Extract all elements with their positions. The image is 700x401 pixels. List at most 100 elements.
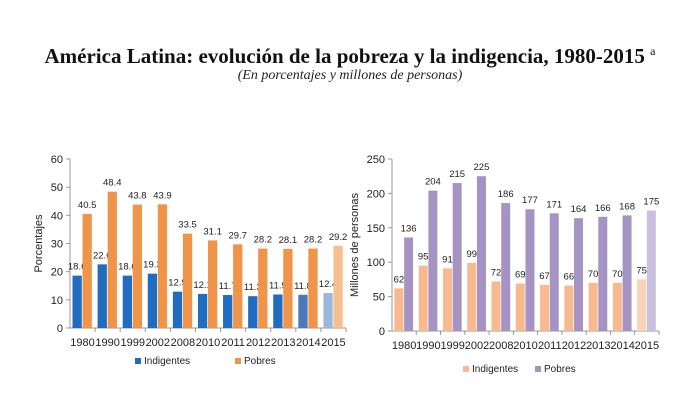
data-label: 43.8 [128, 191, 147, 202]
chart-subtitle: (En porcentajes y millones de personas) [237, 68, 463, 83]
y-tick-label: 10 [51, 295, 63, 307]
x-tick-label: 2015 [321, 337, 345, 349]
y-tick-label: 0 [57, 323, 63, 335]
data-label: 19.3 [143, 260, 162, 271]
bar-indigentes [323, 293, 333, 328]
legend-swatch [535, 366, 541, 372]
bar-pobres [404, 237, 414, 331]
data-label: 164 [571, 204, 587, 215]
data-label: 136 [401, 223, 417, 234]
data-label: 18.6 [68, 262, 87, 273]
bar-indigentes [273, 294, 283, 328]
x-tick-label: 2012 [246, 337, 270, 349]
bar-indigentes [491, 281, 501, 331]
bar-pobres [157, 204, 168, 328]
x-tick-label: 1980 [70, 337, 94, 349]
data-label: 175 [643, 197, 659, 208]
title-text: América Latina: evolución de la pobreza … [44, 44, 645, 68]
x-tick-label: 2013 [271, 337, 295, 349]
data-label: 11.7 [219, 281, 237, 292]
y-tick-label: 0 [379, 326, 385, 338]
title-note: a [650, 44, 656, 58]
data-label: 33.5 [178, 220, 197, 231]
bar-pobres [333, 245, 343, 328]
data-label: 67 [539, 271, 550, 282]
bar-pobres [428, 190, 438, 331]
y-tick-label: 200 [367, 188, 385, 200]
x-tick-label: 2010 [196, 337, 220, 349]
bar-indigentes [298, 294, 308, 328]
x-tick-label: 2013 [586, 340, 610, 352]
data-label: 62 [394, 274, 405, 285]
x-tick-label: 1999 [440, 340, 464, 352]
x-tick-label: 2008 [489, 340, 513, 352]
bar-pobres [132, 204, 143, 328]
x-tick-label: 2011 [221, 337, 245, 349]
y-tick-label: 100 [367, 257, 385, 269]
x-tick-label: 2015 [635, 340, 659, 352]
data-label: 186 [498, 189, 514, 200]
legend-label: Indigentes [472, 364, 518, 375]
data-label: 18.6 [118, 262, 137, 273]
bar-pobres [233, 244, 243, 328]
data-label: 69 [515, 270, 526, 281]
data-label: 11.9 [269, 280, 287, 291]
data-label: 29.2 [329, 232, 348, 243]
bar-pobres [283, 248, 293, 328]
chart-title: América Latina: evolución de la pobreza … [0, 44, 700, 69]
x-tick-label: 2011 [538, 340, 562, 352]
bar-pobres [549, 213, 559, 331]
legend-swatch [135, 358, 141, 364]
data-label: 75 [636, 265, 647, 276]
data-label: 43.9 [153, 190, 172, 201]
y-tick-label: 50 [373, 292, 385, 304]
data-label: 215 [449, 169, 465, 180]
data-label: 225 [474, 162, 490, 173]
data-label: 204 [425, 177, 441, 188]
bar-pobres [452, 183, 462, 331]
y-tick-label: 150 [367, 223, 385, 235]
x-tick-label: 2012 [562, 340, 586, 352]
y-tick-label: 20 [51, 267, 63, 279]
bar-indigentes [72, 275, 82, 328]
data-label: 28.1 [279, 235, 298, 246]
data-label: 28.2 [304, 235, 323, 246]
legend-swatch [463, 366, 469, 372]
bar-pobres [207, 240, 218, 328]
bar-pobres [598, 216, 608, 331]
data-label: 166 [595, 203, 611, 214]
x-tick-label: 1990 [416, 340, 440, 352]
x-tick-label: 1990 [95, 337, 119, 349]
bar-indigentes [248, 296, 258, 328]
bar-indigentes [122, 275, 132, 328]
x-tick-label: 2008 [171, 337, 195, 349]
x-tick-label: 2002 [465, 340, 489, 352]
data-label: 72 [491, 267, 502, 278]
y-axis-label: Porcentajes [33, 214, 45, 273]
bar-indigentes [588, 282, 598, 331]
bar-pobres [182, 233, 193, 328]
data-label: 12.1 [193, 280, 212, 291]
bar-indigentes [540, 284, 550, 331]
bar-indigentes [394, 288, 404, 331]
data-label: 11.8 [294, 281, 312, 292]
bar-indigentes [637, 279, 647, 331]
bar-pobres [501, 203, 511, 331]
bar-indigentes [467, 262, 477, 331]
y-tick-label: 250 [367, 154, 385, 166]
y-tick-label: 40 [51, 210, 63, 222]
y-tick-label: 30 [51, 239, 63, 251]
bar-indigentes [442, 268, 452, 331]
legend-swatch [235, 358, 241, 364]
legend-label: Pobres [244, 356, 276, 367]
bar-indigentes [612, 282, 622, 331]
data-label: 177 [522, 195, 538, 206]
data-label: 29.7 [228, 230, 247, 241]
data-label: 168 [619, 201, 635, 212]
data-label: 40.5 [78, 200, 97, 211]
data-label: 12.4 [319, 279, 338, 290]
x-tick-label: 2002 [146, 337, 170, 349]
bar-pobres [646, 210, 656, 331]
bar-pobres [107, 191, 117, 328]
bar-pobres [525, 209, 535, 331]
